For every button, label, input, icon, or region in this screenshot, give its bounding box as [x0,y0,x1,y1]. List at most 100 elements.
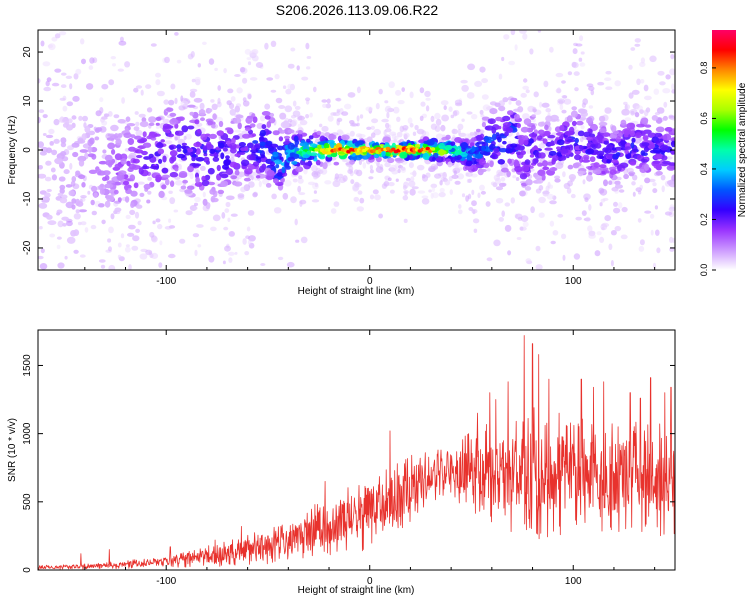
spectrogram-cell [481,145,486,152]
spectrogram-cell [518,138,525,146]
spectrogram-speckle [75,68,82,75]
spectrogram-speckle [628,92,634,99]
spectrogram-speckle [408,180,416,187]
spectrogram-speckle [485,201,491,207]
spectrogram-speckle [661,185,665,193]
spectrogram-heatmap [38,30,675,270]
spectrogram-speckle [486,257,493,262]
spectrogram-peak-cell [314,148,319,152]
spectrogram-speckle [164,56,170,64]
spectrogram-cell [161,184,167,190]
spectrogram-speckle [608,243,613,251]
spectrogram-speckle [671,89,675,94]
spectrogram-speckle [440,100,449,106]
spectrogram-speckle [58,31,67,36]
spectrogram-speckle [229,108,236,116]
spectrogram-speckle [538,185,544,191]
spectrogram-speckle [313,129,317,133]
spectrogram-cell [450,141,456,146]
spectrogram-cell [252,161,260,167]
spectrogram-cell [76,201,84,207]
spectrogram-cell [497,136,502,143]
spectrogram-speckle [48,43,56,51]
snr-series-line [38,335,675,570]
spectrogram-cell [117,197,122,203]
spectrogram-speckle [138,113,146,118]
spectrogram-speckle [145,84,152,89]
spectrogram-cell [454,137,463,143]
spectrogram-speckle [197,244,202,248]
spectrogram-cell [354,141,360,147]
spectrogram-cell [559,124,565,131]
spectrogram-speckle [173,209,179,213]
spectrogram-speckle [474,80,483,87]
spectrogram-cell [166,107,174,112]
spectrogram-speckle [72,183,80,190]
spectrogram-speckle [588,233,596,239]
spectrogram-cell [211,103,218,111]
spectrogram-cell [77,137,84,144]
spectrogram-speckle [639,61,646,68]
spectrogram-speckle [493,174,501,181]
spectrogram-cell [471,145,476,153]
spectrogram-speckle [618,189,625,193]
spectrogram-cell [124,196,130,203]
spectrogram-cell [113,189,119,195]
spectrogram-cell [181,125,189,133]
spectrogram-cell [609,169,617,176]
spectrogram-cell [603,140,609,145]
spectrogram-speckle [454,99,463,105]
spectrogram-speckle [632,191,636,197]
spectrogram-cell [612,147,617,151]
spectrogram-cell [630,142,635,149]
spectrogram-cell [624,134,629,138]
spectrogram-speckle [85,83,94,90]
spectrogram-cell [99,188,105,195]
spectrogram-cell [414,143,421,148]
spectrogram-cell [586,136,594,141]
spectrogram-cell [653,155,663,160]
spectrogram-speckle [579,35,584,42]
spectrogram-speckle [65,75,73,80]
spectrogram-speckle [396,116,401,123]
spectrogram-cell [437,150,447,155]
spectrogram-speckle [549,220,555,227]
spectrogram-speckle [610,230,617,236]
spectrogram-cell [87,153,95,158]
spectrogram-cell [279,129,286,134]
spectrogram-x-tick-label: 100 [565,276,582,287]
spectrogram-speckle [336,119,341,126]
spectrogram-speckle [370,125,375,130]
spectrogram-speckle [176,59,182,64]
snr-series-group [38,335,675,570]
spectrogram-cell [65,184,73,188]
spectrogram-cell [510,143,518,148]
spectrogram-cell [652,160,661,164]
spectrogram-speckle [119,36,124,42]
spectrogram-cell [136,154,143,159]
spectrogram-cell [285,149,292,153]
spectrogram-cell [394,157,403,162]
spectrogram-speckle [320,168,328,175]
spectrogram-speckle [163,99,169,105]
spectrogram-cell [120,158,127,165]
spectrogram-cell [319,135,326,143]
spectrogram-cell [218,142,225,149]
snr-x-tick-label: -100 [156,576,176,587]
spectrogram-cell [598,121,608,127]
spectrogram-cell [623,173,629,180]
spectrogram-speckle [514,44,518,51]
spectrogram-cell [548,150,557,156]
spectrogram-speckle [62,105,68,112]
spectrogram-cell [68,190,75,197]
spectrogram-cell [244,127,251,132]
spectrogram-speckle [159,240,163,246]
spectrogram-speckle [652,188,658,194]
colorbar-tick-label: 0.2 [699,213,709,226]
spectrogram-speckle [586,83,594,88]
spectrogram-speckle [425,97,431,101]
spectrogram-cell [114,207,122,213]
spectrogram-cell [209,148,216,154]
spectrogram-cell [134,149,144,154]
spectrogram-speckle [56,244,61,250]
